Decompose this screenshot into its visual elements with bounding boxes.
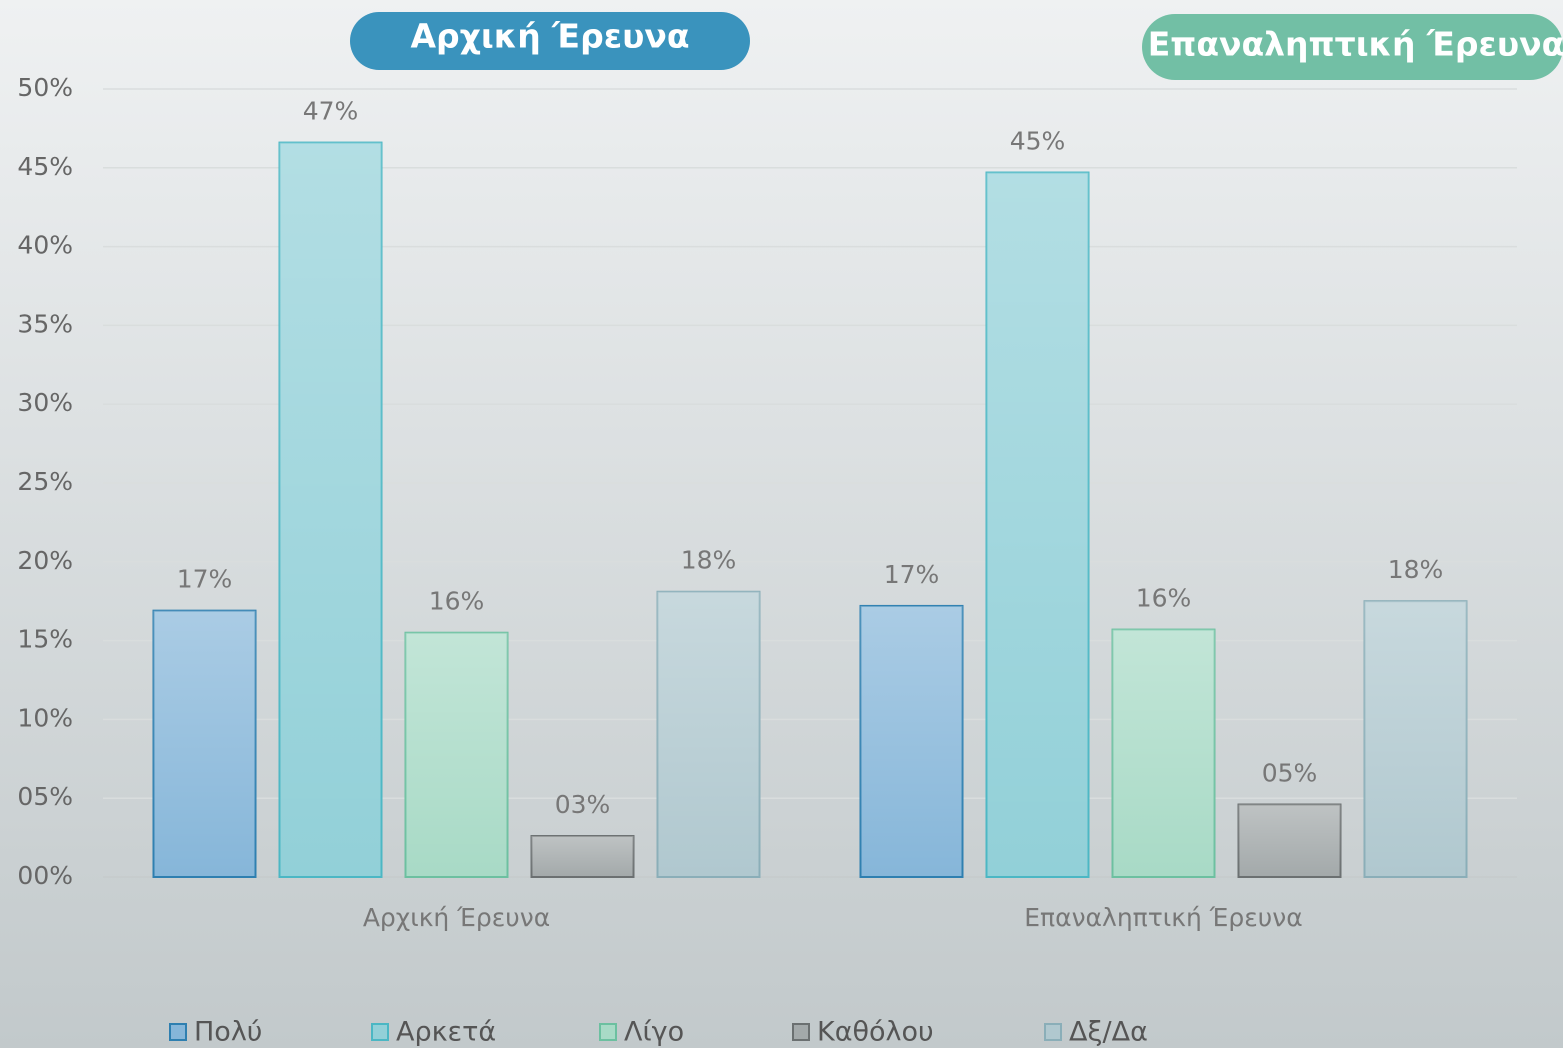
bar-shine	[986, 172, 1089, 877]
bar-shine	[1112, 629, 1215, 877]
value-label: 05%	[1262, 759, 1318, 788]
x-tick-label: Επαναληπτική Έρευνα	[1024, 903, 1302, 932]
legend-swatch	[169, 1023, 187, 1041]
legend-swatch	[1044, 1023, 1062, 1041]
value-label: 47%	[303, 97, 359, 126]
value-label: 16%	[429, 587, 485, 616]
value-label: 16%	[1136, 584, 1192, 613]
y-tick-label: 35%	[17, 309, 73, 338]
annotation-pill	[350, 12, 750, 70]
bar-shine	[1238, 804, 1341, 877]
value-label: 45%	[1010, 127, 1066, 156]
value-label: 17%	[177, 565, 233, 594]
x-tick-label: Αρχική Έρευνα	[363, 903, 550, 932]
value-label: 18%	[1388, 555, 1444, 584]
y-tick-label: 00%	[17, 861, 73, 890]
bar-shine	[531, 836, 634, 877]
bar-shine	[405, 632, 508, 877]
bar-shine	[860, 605, 963, 877]
value-label: 18%	[681, 546, 737, 575]
legend-label: Πολύ	[194, 1017, 262, 1048]
value-label: 03%	[555, 790, 611, 819]
y-tick-label: 20%	[17, 546, 73, 575]
y-tick-label: 15%	[17, 625, 73, 654]
y-tick-label: 25%	[17, 467, 73, 496]
value-label: 17%	[884, 560, 940, 589]
annotation-text: Αρχική Έρευνα	[410, 17, 689, 56]
y-tick-label: 50%	[17, 73, 73, 102]
bar-shine	[279, 142, 382, 878]
y-tick-label: 10%	[17, 703, 73, 732]
y-tick-label: 05%	[17, 782, 73, 811]
y-tick-label: 45%	[17, 152, 73, 181]
annotation-pill	[1142, 14, 1563, 80]
bar-shine	[657, 591, 760, 877]
y-tick-label: 30%	[17, 388, 73, 417]
legend-label: Δξ/Δα	[1069, 1017, 1148, 1048]
bar-shine	[1364, 601, 1467, 877]
y-tick-label: 40%	[17, 231, 73, 260]
legend-swatch	[371, 1023, 389, 1041]
legend-label: Αρκετά	[396, 1017, 496, 1048]
legend-swatch	[792, 1023, 810, 1041]
legend-swatch	[599, 1023, 617, 1041]
bar-shine	[153, 610, 256, 877]
legend-label: Καθόλου	[817, 1017, 934, 1048]
annotation-text: Επαναληπτική Έρευνα	[1148, 25, 1563, 64]
legend-label: Λίγο	[624, 1017, 684, 1048]
